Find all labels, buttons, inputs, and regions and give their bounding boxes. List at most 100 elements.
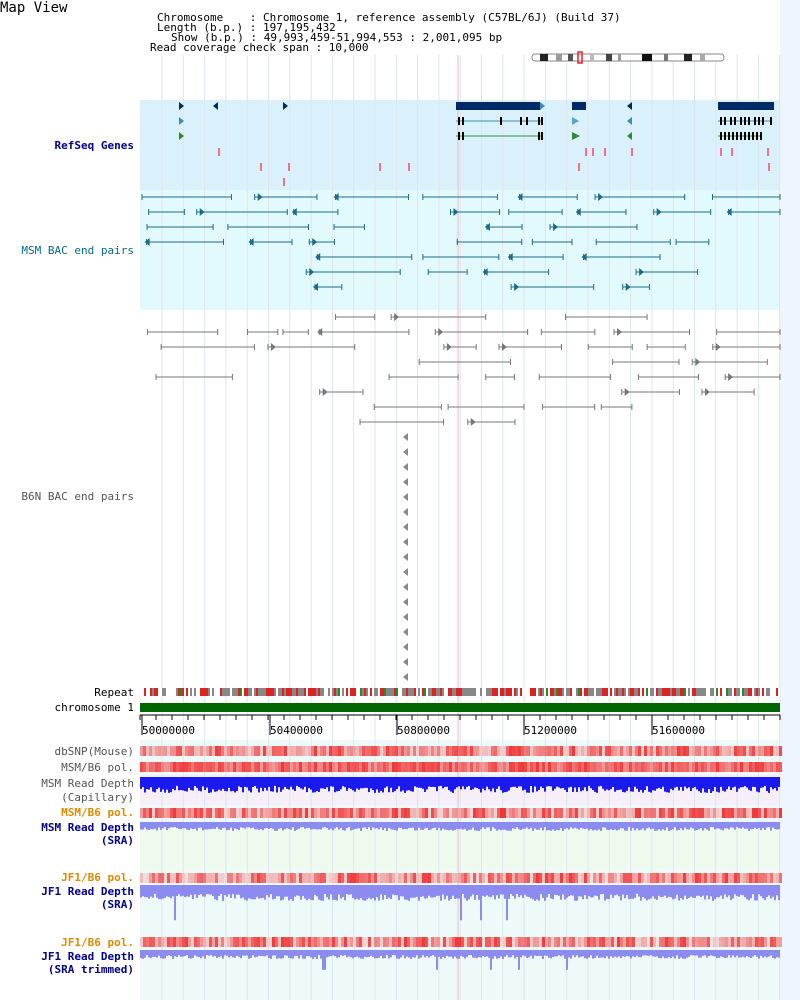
jf1-trim-depth-bar (312, 950, 314, 959)
jf1-pol-heat-cell (173, 873, 176, 883)
repeat-mark (264, 688, 266, 696)
repeat-mark (216, 688, 218, 696)
msm-capillary-depth-bar (170, 777, 172, 793)
jf1-pol-trim-heat-cell (746, 937, 749, 947)
jf1-sra-depth-bar (576, 885, 578, 901)
msm-capillary-depth-bar (606, 777, 608, 790)
jf1-trim-depth-bar (416, 950, 418, 956)
jf1-sra-depth-bar (302, 885, 304, 896)
jf1-trim-depth-bar (628, 950, 630, 957)
repeat-mark (650, 688, 652, 696)
dbsnp-heat-cell (275, 746, 278, 756)
msm-capillary-depth-bar (474, 777, 476, 788)
jf1-sra-depth-bar (492, 885, 494, 896)
msm-pol-heat-cell (578, 762, 581, 772)
jf1-pol-trim-heat-cell (221, 937, 224, 947)
repeat-mark (684, 688, 686, 696)
chromosome-ideogram[interactable] (531, 51, 725, 64)
jf1-pol-trim-heat-cell (626, 937, 629, 947)
msm-sra-depth-bar (166, 822, 168, 831)
msm-pol-sra-heat-cell (380, 808, 383, 818)
b6n-pair-arrow (728, 373, 734, 381)
jf1-sra-depth-bar (444, 885, 446, 900)
msm-sra-depth-bar (504, 822, 506, 830)
jf1-pol-trim-heat-cell (434, 937, 437, 947)
dbsnp-heat-cell (521, 746, 524, 756)
msm-capillary-depth-bar (700, 777, 702, 793)
repeat-mark (338, 688, 340, 696)
repeat-mark (198, 688, 200, 696)
repeat-mark (424, 688, 426, 696)
b6n-stack-arrow (403, 538, 408, 546)
jf1-pol-heat-cell (353, 873, 356, 883)
coverage-tracks[interactable] (140, 746, 782, 970)
repeat-mark (738, 688, 740, 696)
repeat-mark (680, 688, 682, 696)
refseq-genes-track[interactable] (179, 102, 774, 186)
dbsnp-heat-cell (212, 746, 215, 756)
jf1-pol-trim-heat-cell (770, 937, 773, 947)
msm-pol-heat-cell (329, 762, 332, 772)
jf1-sra-depth-bar (646, 885, 648, 901)
msm-capillary-depth-bar (332, 777, 334, 787)
repeat-mark (764, 688, 766, 696)
msm-capillary-depth-bar (424, 777, 426, 792)
jf1-pol-heat-cell (155, 873, 158, 883)
jf1-trim-depth-bar (260, 950, 262, 957)
msm-pol-sra-heat-cell (602, 808, 605, 818)
jf1-sra-depth-bar (252, 885, 254, 900)
msm-capillary-depth-bar (326, 777, 328, 788)
msm-pol-sra-heat-cell (446, 808, 449, 818)
jf1-sra-depth-bar (690, 885, 692, 897)
msm-bac-end-pairs-track[interactable] (141, 193, 781, 291)
jf1-trim-depth-bar (166, 950, 168, 956)
repeat-mark (416, 688, 418, 696)
strand-arrow (540, 102, 545, 110)
jf1-sra-depth-bar (320, 885, 322, 901)
repeat-mark (482, 688, 484, 696)
dbsnp-heat-cell (197, 746, 200, 756)
repeat-mark (588, 688, 590, 696)
jf1-trim-depth-bar (154, 950, 156, 957)
jf1-pol-trim-heat-cell (476, 937, 479, 947)
jf1-sra-depth-bar (218, 885, 220, 897)
msm-pol-heat-cell (614, 762, 617, 772)
jf1-trim-depth-bar (218, 950, 220, 958)
jf1-pol-heat-cell (509, 873, 512, 883)
b6n-stack-arrow (403, 673, 408, 681)
dbsnp-heat-cell (227, 746, 230, 756)
repeat-track[interactable] (140, 688, 780, 696)
msm-pol-heat-cell (236, 762, 239, 772)
msm-sra-depth-bar (238, 822, 240, 831)
jf1-sra-depth-bar (422, 885, 424, 897)
msm-sra-depth-bar (762, 822, 764, 828)
msm-capillary-depth-bar (442, 777, 444, 789)
jf1-trim-depth-bar (772, 950, 774, 958)
msm-sra-depth-bar (778, 822, 780, 830)
jf1-sra-depth-bar (192, 885, 194, 900)
msm-sra-depth-bar (412, 822, 414, 828)
msm-sra-depth-bar (308, 822, 310, 828)
jf1-pol-heat-cell (587, 873, 590, 883)
repeat-mark (186, 688, 188, 696)
repeat-mark (484, 688, 486, 696)
msm-capillary-depth-bar (774, 777, 776, 789)
jf1-trim-depth-bar (512, 950, 514, 956)
dbsnp-heat-cell (341, 746, 344, 756)
msm-pol-sra-heat-cell (314, 808, 317, 818)
msm-pair-arrow (726, 208, 732, 216)
snp-mark (767, 148, 769, 156)
repeat-mark (390, 688, 392, 696)
repeat-mark (604, 688, 606, 696)
dbsnp-heat-cell (734, 746, 737, 756)
dbsnp-heat-cell (560, 746, 563, 756)
repeat-mark (236, 688, 238, 696)
msm-sra-depth-bar (224, 822, 226, 828)
msm-capillary-depth-bar (184, 777, 186, 792)
msm-pol-sra-heat-cell (269, 808, 272, 818)
b6n-bac-end-pairs-track[interactable] (146, 313, 781, 681)
repeat-mark (268, 688, 270, 696)
msm-pol-heat-cell (161, 762, 164, 772)
jf1-pol-trim-heat-cell (629, 937, 632, 947)
